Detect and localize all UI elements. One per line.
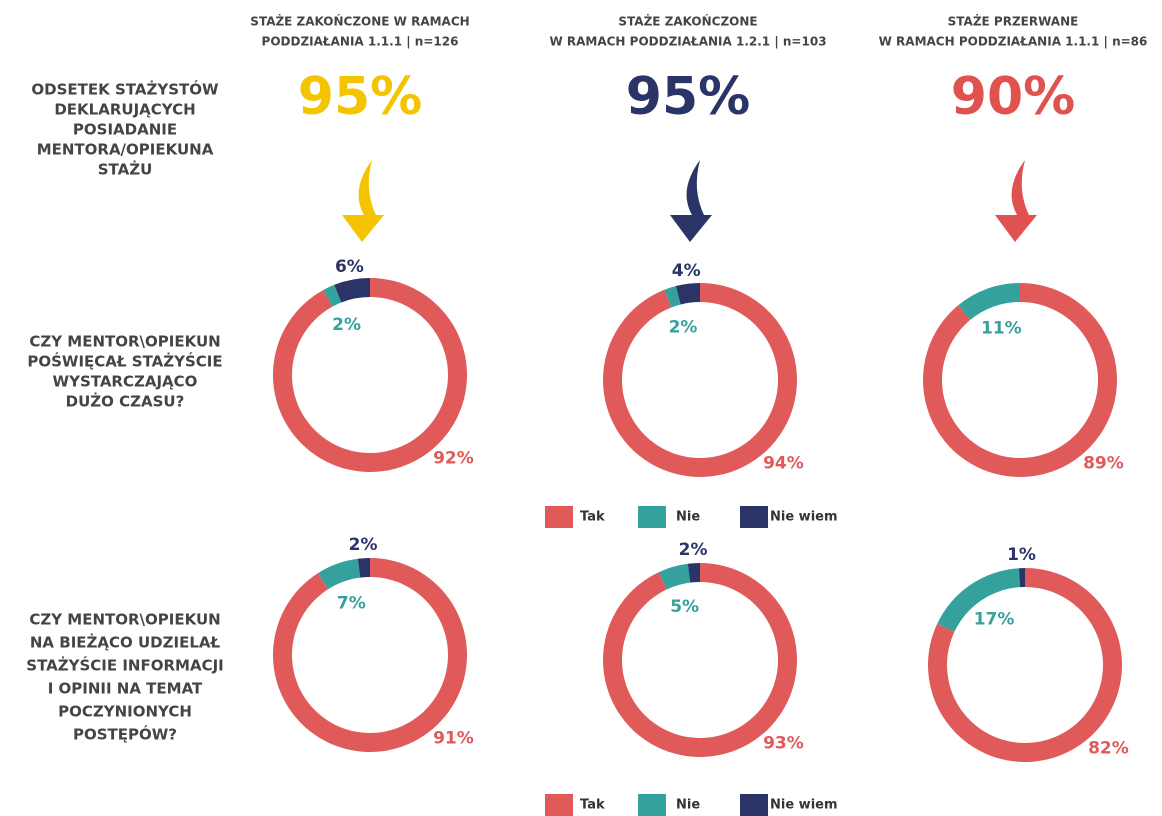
donut-slice xyxy=(603,283,797,477)
legend-swatch xyxy=(740,506,768,528)
donut-slice xyxy=(675,283,700,305)
data-label: 93% xyxy=(763,733,804,753)
row-label: CZY MENTOR\OPIEKUN xyxy=(29,333,220,351)
row-label: STAŻU xyxy=(98,160,153,179)
headline-percent: 95% xyxy=(298,67,422,127)
data-label: 17% xyxy=(974,610,1015,630)
donut-slice xyxy=(937,568,1021,632)
legend-label: Tak xyxy=(580,798,605,813)
data-label: 92% xyxy=(433,448,474,468)
data-label: 11% xyxy=(981,318,1022,338)
row-label: POŚWIĘCAŁ STAŻYŚCIE xyxy=(27,352,222,371)
row-label: DEKLARUJĄCYCH xyxy=(54,101,195,119)
donut-slice xyxy=(922,283,1117,477)
data-label: 94% xyxy=(763,453,804,473)
donut-slice xyxy=(323,284,342,307)
row-label: MENTORA/OPIEKUNA xyxy=(37,141,214,159)
row-label: POCZYNIONYCH xyxy=(58,703,192,721)
data-label: 1% xyxy=(1007,545,1036,565)
donut-slice xyxy=(958,283,1020,320)
data-label: 2% xyxy=(332,315,361,335)
data-label: 2% xyxy=(679,540,708,560)
row-label: POSTĘPÓW? xyxy=(73,725,177,744)
data-label: 89% xyxy=(1083,453,1124,473)
column-header: PODDZIAŁANIA 1.1.1 | n=126 xyxy=(262,35,459,49)
headline-percent: 95% xyxy=(626,67,750,127)
legend-swatch xyxy=(638,506,666,528)
row-label: ODSETEK STAŻYSTÓW xyxy=(31,80,219,99)
arrow xyxy=(995,160,1037,242)
data-label: 4% xyxy=(672,261,701,281)
legend-label: Nie xyxy=(676,798,700,813)
data-label: 82% xyxy=(1088,738,1129,758)
donut-slice xyxy=(273,278,468,472)
legend-swatch xyxy=(545,794,573,816)
data-label: 91% xyxy=(433,728,474,748)
legend-swatch xyxy=(638,794,666,816)
column-header: STAŻE ZAKOŃCZONE W RAMACH xyxy=(250,14,469,29)
data-label: 5% xyxy=(670,597,699,617)
donut-slice xyxy=(357,558,370,578)
row-label: DUŻO CZASU? xyxy=(66,392,185,411)
donut-slice xyxy=(687,563,700,583)
column-header: STAŻE PRZERWANE xyxy=(948,14,1079,29)
donut-slice xyxy=(318,558,361,590)
legend-swatch xyxy=(740,794,768,816)
data-label: 7% xyxy=(337,593,366,613)
legend-label: Nie wiem xyxy=(770,798,838,813)
data-label: 2% xyxy=(349,535,378,555)
data-label: 6% xyxy=(335,257,364,277)
row-label: NA BIEŻĄCO UDZIELAŁ xyxy=(30,633,221,652)
donut-slice xyxy=(1018,568,1025,588)
headline-percent: 90% xyxy=(951,67,1075,127)
arrow xyxy=(670,160,712,242)
row-label: CZY MENTOR\OPIEKUN xyxy=(29,611,220,629)
donut-slice xyxy=(664,286,681,308)
column-header: W RAMACH PODDZIAŁANIA 1.1.1 | n=86 xyxy=(879,35,1148,49)
legend-label: Nie wiem xyxy=(770,510,838,525)
donut-slice xyxy=(334,278,370,303)
legend-swatch xyxy=(545,506,573,528)
row-label: WYSTARCZAJĄCO xyxy=(53,373,198,391)
donut-slice xyxy=(272,558,468,752)
row-label: POSIADANIE xyxy=(73,121,177,139)
data-label: 2% xyxy=(669,318,698,338)
donut-slice xyxy=(658,563,691,590)
donut-slice xyxy=(603,563,797,757)
arrow xyxy=(342,160,384,242)
column-header: W RAMACH PODDZIAŁANIA 1.2.1 | n=103 xyxy=(549,35,826,49)
column-header: STAŻE ZAKOŃCZONE xyxy=(618,14,757,29)
legend-label: Nie xyxy=(676,510,700,525)
legend-label: Tak xyxy=(580,510,605,525)
row-label: I OPINII NA TEMAT xyxy=(48,680,203,698)
row-label: STAŻYŚCIE INFORMACJI xyxy=(26,656,223,675)
